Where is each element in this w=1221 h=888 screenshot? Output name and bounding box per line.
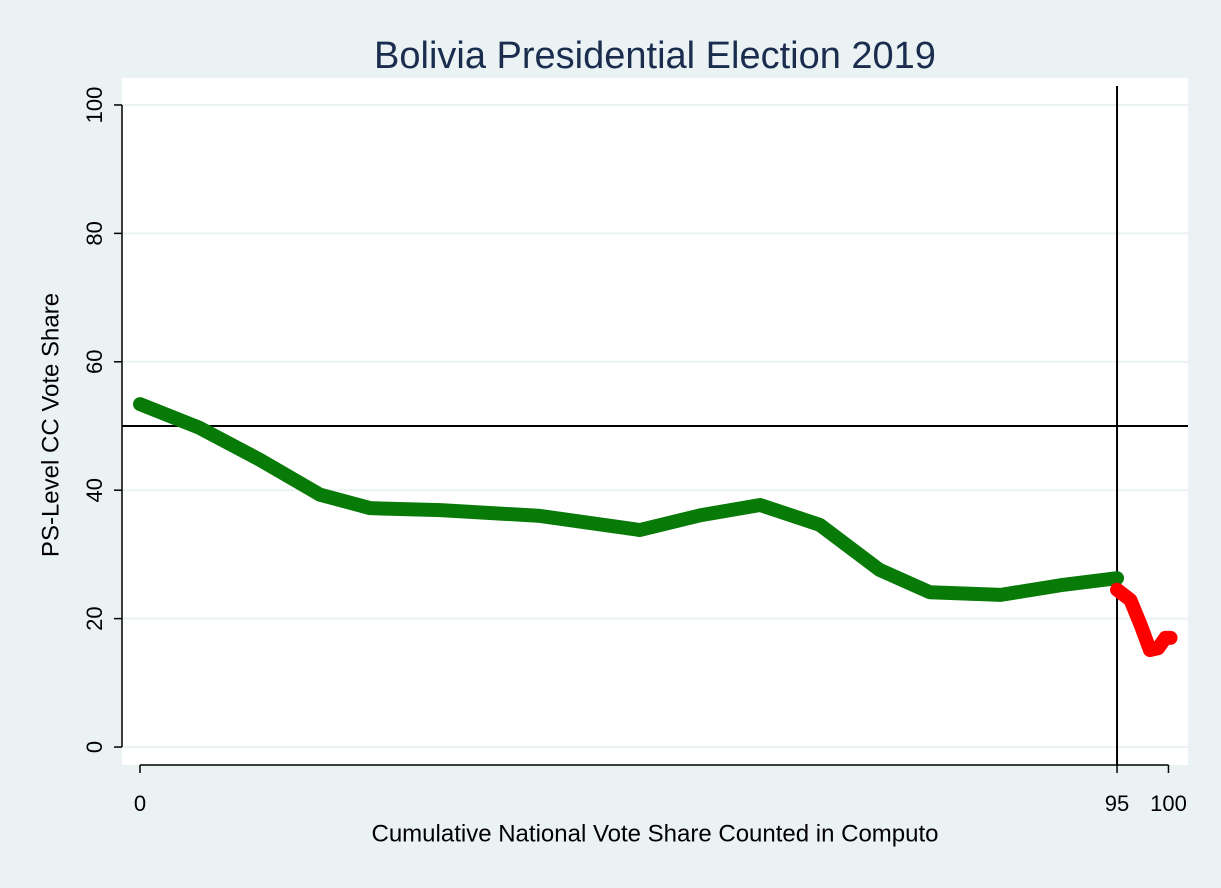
- y-tick-label: 100: [82, 87, 107, 124]
- y-tick-label: 20: [82, 606, 107, 630]
- y-tick-label: 0: [82, 741, 107, 753]
- x-axis-label: Cumulative National Vote Share Counted i…: [372, 820, 939, 847]
- y-tick-label: 60: [82, 350, 107, 374]
- y-axis-label: PS-Level CC Vote Share: [37, 293, 64, 557]
- chart-title: Bolivia Presidential Election 2019: [374, 35, 936, 77]
- y-tick-label: 40: [82, 478, 107, 502]
- x-tick-label: 100: [1150, 791, 1187, 816]
- trend-line: [1110, 582, 1178, 658]
- trend-line: [132, 397, 1125, 602]
- plot-area: [122, 78, 1188, 765]
- x-tick-label: 0: [134, 791, 146, 816]
- y-tick-label: 80: [82, 221, 107, 245]
- x-tick-label: 95: [1105, 791, 1129, 816]
